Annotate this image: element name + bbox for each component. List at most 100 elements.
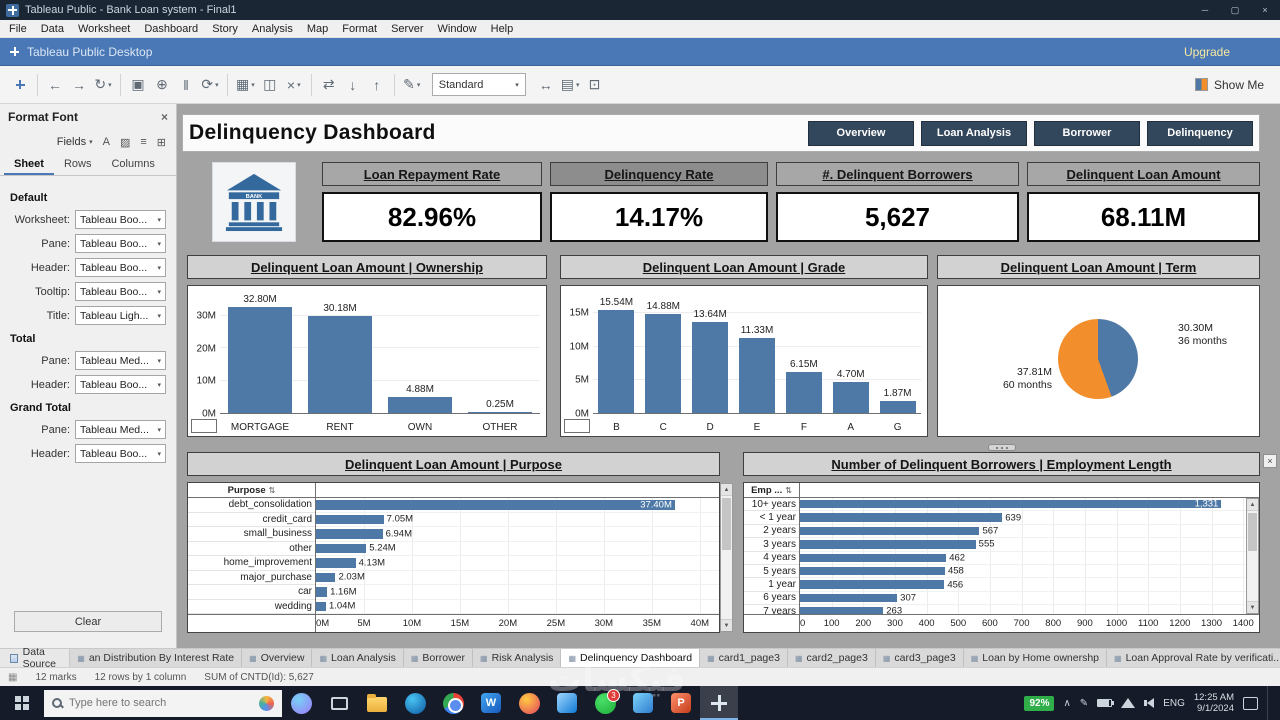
clear-button[interactable]: Clear <box>14 611 162 632</box>
sheet-tab-3[interactable]: ▦ Loan Analysis <box>312 649 404 667</box>
data-source-tab[interactable]: Data Source <box>0 646 71 670</box>
bar-3-years[interactable] <box>800 540 976 549</box>
row-label[interactable]: credit_card <box>188 513 315 527</box>
pie-chart[interactable] <box>1058 319 1138 399</box>
sheet-tab-8[interactable]: ▦ card2_page3 <box>787 649 876 667</box>
show-me-button[interactable]: Show Me <box>1194 78 1272 92</box>
format-tab-rows[interactable]: Rows <box>63 158 92 170</box>
menu-item-story[interactable]: Story <box>212 22 238 35</box>
bar-a[interactable]: 4.70M <box>832 369 869 413</box>
column-header[interactable]: Purpose ⇅ <box>188 483 316 498</box>
duplicate-icon[interactable]: ◫ <box>263 76 277 92</box>
search-input[interactable] <box>69 697 252 709</box>
kpi-label[interactable]: Delinquency Rate <box>550 162 768 186</box>
menu-item-dashboard[interactable]: Dashboard <box>144 22 199 35</box>
upgrade-link[interactable]: Upgrade <box>1183 44 1230 59</box>
pause-updates-icon[interactable]: ‖ <box>183 76 189 93</box>
sheet-tab-11[interactable]: ▦ Loan Approval Rate by verificati... <box>1107 649 1280 667</box>
scroll-down-icon[interactable]: ▼ <box>721 619 732 631</box>
scroll-thumb[interactable] <box>1248 513 1257 551</box>
bar-e[interactable]: 11.33M <box>739 325 775 413</box>
format-select-pane[interactable]: Tableau Med... ▾ <box>75 351 166 370</box>
store-icon[interactable] <box>548 686 586 720</box>
sort-ascending-icon[interactable]: ↓ <box>349 76 357 93</box>
bar-car[interactable] <box>316 587 328 597</box>
vertical-scrollbar[interactable]: ▲ ▼ <box>1246 498 1259 614</box>
bar-c[interactable]: 14.88M <box>645 301 682 413</box>
menu-item-map[interactable]: Map <box>306 22 329 35</box>
maximize-button[interactable]: ▢ <box>1230 4 1240 15</box>
action-center-icon[interactable] <box>1243 696 1258 710</box>
format-select-header[interactable]: Tableau Boo... ▾ <box>75 444 166 463</box>
bar-10-years[interactable] <box>800 500 1222 509</box>
bar-b[interactable]: 15.54M <box>598 297 635 413</box>
bar-other[interactable]: 0.25M <box>468 399 532 413</box>
edge-icon[interactable] <box>396 686 434 720</box>
minimize-button[interactable]: ─ <box>1201 5 1209 15</box>
clock[interactable]: 12:25 AM 9/1/2024 <box>1194 692 1234 714</box>
task-view-icon[interactable] <box>320 686 358 720</box>
bar-5-years[interactable] <box>800 566 945 576</box>
bar-home-improvement[interactable] <box>316 558 356 568</box>
highlight-icon[interactable]: ✎ ▾ <box>403 76 421 92</box>
format-select-header[interactable]: Tableau Boo... ▾ <box>75 375 166 394</box>
tableau-icon[interactable] <box>700 686 738 720</box>
show-hide-cards-icon[interactable]: ▤ ▾ <box>560 76 580 92</box>
forward-icon[interactable]: → <box>72 76 86 93</box>
menu-item-worksheet[interactable]: Worksheet <box>77 22 131 35</box>
sheet-tab-2[interactable]: ▦ Overview <box>242 649 313 667</box>
row-label[interactable]: major_purchase <box>188 571 315 585</box>
bar-1-year[interactable] <box>800 580 945 589</box>
bar-small-business[interactable] <box>316 529 383 539</box>
format-select-worksheet[interactable]: Tableau Boo... ▾ <box>75 210 166 229</box>
show-desktop-button[interactable] <box>1267 686 1272 720</box>
bar-2-years[interactable] <box>800 526 980 536</box>
row-label[interactable]: 4 years <box>744 552 799 565</box>
row-label[interactable]: < 1 year <box>744 511 799 525</box>
sheet-tab-10[interactable]: ▦ Loan by Home ownershp <box>963 649 1108 667</box>
menu-item-analysis[interactable]: Analysis <box>251 22 293 35</box>
nav-delinquency[interactable]: Delinquency <box>1147 120 1253 146</box>
menu-item-help[interactable]: Help <box>490 22 514 35</box>
bar-rent[interactable]: 30.18M <box>308 303 372 413</box>
bar-mortgage[interactable]: 32.80M <box>228 294 292 413</box>
copilot-icon[interactable] <box>282 686 320 720</box>
taskbar-search[interactable] <box>44 689 282 717</box>
kpi-label[interactable]: Delinquent Loan Amount <box>1027 162 1260 186</box>
replay-icon[interactable]: ↻ ▾ <box>94 76 112 92</box>
new-worksheet-icon[interactable]: ▦ ▾ <box>236 76 255 92</box>
row-label[interactable]: 6 years <box>744 592 799 606</box>
row-label[interactable]: car <box>188 585 315 600</box>
fit-selector[interactable]: Standard ▾ <box>431 73 526 96</box>
start-button[interactable] <box>0 686 44 720</box>
bar-d[interactable]: 13.64M <box>692 309 729 413</box>
format-select-pane[interactable]: Tableau Med... ▾ <box>75 420 166 439</box>
format-tab-columns[interactable]: Columns <box>111 158 155 170</box>
bar-other[interactable] <box>316 543 367 553</box>
network-icon[interactable] <box>1121 698 1136 708</box>
row-label[interactable]: 5 years <box>744 565 799 579</box>
row-label[interactable]: 3 years <box>744 538 799 552</box>
format-select-pane[interactable]: Tableau Boo... ▾ <box>75 234 166 253</box>
new-data-source-icon[interactable]: ⊕ <box>156 76 168 92</box>
font-icon[interactable]: A <box>102 136 110 148</box>
menu-item-server[interactable]: Server <box>391 22 424 35</box>
bar-7-years[interactable] <box>800 607 884 614</box>
close-icon[interactable]: × <box>160 110 168 124</box>
borders-icon[interactable]: ⊞ <box>156 136 166 149</box>
scroll-thumb[interactable] <box>722 498 731 550</box>
drag-handle[interactable] <box>988 444 1016 451</box>
row-label[interactable]: debt_consolidation <box>188 498 315 513</box>
presentation-mode-icon[interactable]: ⊡ <box>588 76 601 92</box>
row-label[interactable]: small_business <box>188 527 315 542</box>
battery-icon[interactable] <box>1097 699 1115 707</box>
row-label[interactable]: wedding <box>188 600 315 614</box>
row-label[interactable]: 7 years <box>744 605 799 614</box>
clear-sheet-icon[interactable]: × ▾ <box>286 76 301 93</box>
bar-own[interactable]: 4.88M <box>388 384 452 413</box>
file-explorer-icon[interactable] <box>358 686 396 720</box>
nav-overview[interactable]: Overview <box>808 120 914 146</box>
battery-percent-badge[interactable]: 92% <box>1024 695 1055 711</box>
row-label[interactable]: 10+ years <box>744 498 799 512</box>
sheet-tab-4[interactable]: ▦ Borrower <box>403 649 474 667</box>
